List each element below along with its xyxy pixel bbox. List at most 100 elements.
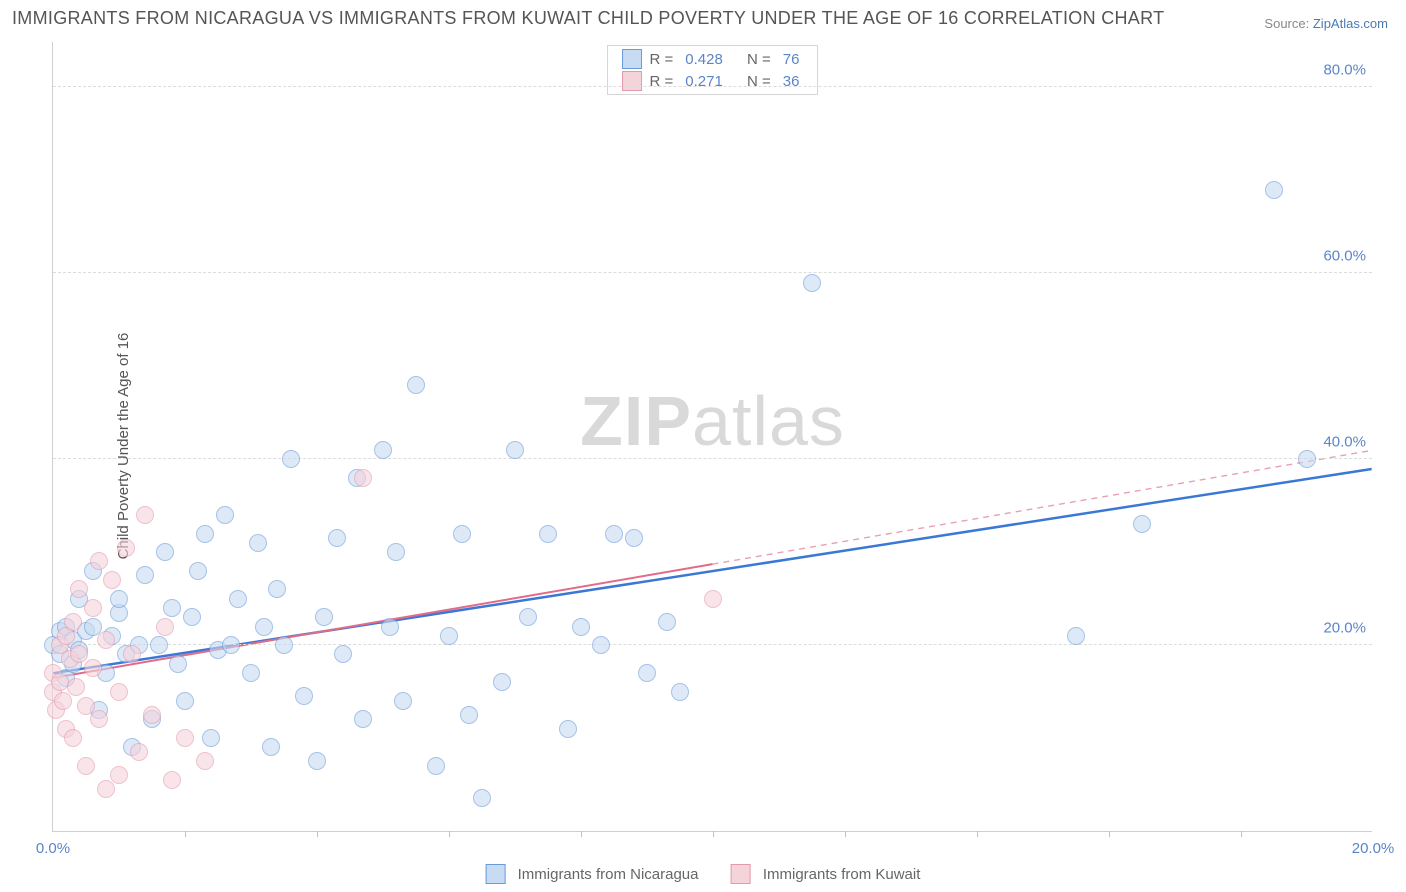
data-point-nicaragua <box>572 618 590 636</box>
x-tick-mark <box>713 831 714 837</box>
data-point-kuwait <box>110 683 128 701</box>
y-tick-label: 60.0% <box>1323 248 1366 265</box>
data-point-kuwait <box>84 599 102 617</box>
data-point-nicaragua <box>427 757 445 775</box>
data-point-nicaragua <box>216 506 234 524</box>
watermark: ZIPatlas <box>580 381 845 461</box>
data-point-nicaragua <box>196 525 214 543</box>
data-point-kuwait <box>54 692 72 710</box>
data-point-nicaragua <box>407 376 425 394</box>
data-point-kuwait <box>90 710 108 728</box>
data-point-nicaragua <box>163 599 181 617</box>
source-link[interactable]: ZipAtlas.com <box>1313 16 1388 31</box>
r-label: R = <box>650 51 674 68</box>
data-point-nicaragua <box>229 590 247 608</box>
swatch-nicaragua-icon <box>486 864 506 884</box>
data-point-nicaragua <box>381 618 399 636</box>
data-point-kuwait <box>70 580 88 598</box>
data-point-nicaragua <box>222 636 240 654</box>
data-point-nicaragua <box>559 720 577 738</box>
data-point-kuwait <box>51 673 69 691</box>
data-point-nicaragua <box>255 618 273 636</box>
data-point-kuwait <box>84 659 102 677</box>
data-point-kuwait <box>110 766 128 784</box>
data-point-nicaragua <box>354 710 372 728</box>
data-point-kuwait <box>143 706 161 724</box>
data-point-nicaragua <box>308 752 326 770</box>
data-point-nicaragua <box>592 636 610 654</box>
source-attribution: Source: ZipAtlas.com <box>1264 16 1388 31</box>
data-point-nicaragua <box>638 664 656 682</box>
y-tick-label: 40.0% <box>1323 434 1366 451</box>
data-point-nicaragua <box>387 543 405 561</box>
data-point-nicaragua <box>202 729 220 747</box>
data-point-kuwait <box>64 613 82 631</box>
data-point-nicaragua <box>150 636 168 654</box>
data-point-nicaragua <box>268 580 286 598</box>
data-point-kuwait <box>117 539 135 557</box>
data-point-kuwait <box>704 590 722 608</box>
y-tick-label: 20.0% <box>1323 620 1366 637</box>
data-point-nicaragua <box>183 608 201 626</box>
data-point-kuwait <box>123 645 141 663</box>
data-point-kuwait <box>103 571 121 589</box>
data-point-kuwait <box>156 618 174 636</box>
data-point-nicaragua <box>249 534 267 552</box>
data-point-kuwait <box>97 780 115 798</box>
data-point-nicaragua <box>453 525 471 543</box>
watermark-rest: atlas <box>692 382 845 460</box>
data-point-nicaragua <box>440 627 458 645</box>
data-point-nicaragua <box>1133 515 1151 533</box>
data-point-nicaragua <box>328 529 346 547</box>
data-point-nicaragua <box>394 692 412 710</box>
x-tick-mark <box>317 831 318 837</box>
data-point-kuwait <box>77 757 95 775</box>
data-point-nicaragua <box>625 529 643 547</box>
x-tick-mark <box>449 831 450 837</box>
data-point-nicaragua <box>658 613 676 631</box>
data-point-kuwait <box>136 506 154 524</box>
data-point-nicaragua <box>506 441 524 459</box>
data-point-nicaragua <box>374 441 392 459</box>
legend-label-kuwait: Immigrants from Kuwait <box>763 866 921 883</box>
data-point-nicaragua <box>136 566 154 584</box>
x-tick-mark <box>1109 831 1110 837</box>
data-point-nicaragua <box>605 525 623 543</box>
gridline <box>53 86 1372 87</box>
watermark-bold: ZIP <box>580 382 692 460</box>
swatch-kuwait-icon <box>622 71 642 91</box>
data-point-kuwait <box>97 631 115 649</box>
data-point-nicaragua <box>671 683 689 701</box>
data-point-nicaragua <box>295 687 313 705</box>
data-point-nicaragua <box>473 789 491 807</box>
r-value-nicaragua: 0.428 <box>681 51 727 68</box>
data-point-nicaragua <box>460 706 478 724</box>
data-point-nicaragua <box>156 543 174 561</box>
data-point-nicaragua <box>1298 450 1316 468</box>
chart-title: IMMIGRANTS FROM NICARAGUA VS IMMIGRANTS … <box>12 8 1164 29</box>
scatter-plot: ZIPatlas R = 0.428 N = 76 R = 0.271 N = … <box>52 42 1372 832</box>
data-point-nicaragua <box>1067 627 1085 645</box>
legend-label-nicaragua: Immigrants from Nicaragua <box>518 866 699 883</box>
data-point-nicaragua <box>493 673 511 691</box>
data-point-nicaragua <box>519 608 537 626</box>
data-point-kuwait <box>90 552 108 570</box>
data-point-nicaragua <box>242 664 260 682</box>
data-point-kuwait <box>176 729 194 747</box>
data-point-kuwait <box>196 752 214 770</box>
data-point-kuwait <box>163 771 181 789</box>
data-point-nicaragua <box>169 655 187 673</box>
source-label: Source: <box>1264 16 1309 31</box>
x-tick-label: 20.0% <box>1352 840 1395 857</box>
data-point-nicaragua <box>315 608 333 626</box>
y-tick-label: 80.0% <box>1323 62 1366 79</box>
data-point-nicaragua <box>176 692 194 710</box>
x-tick-mark <box>1241 831 1242 837</box>
trend-line-dashed-kuwait <box>713 450 1372 564</box>
swatch-nicaragua-icon <box>622 49 642 69</box>
n-label: N = <box>747 51 771 68</box>
data-point-nicaragua <box>539 525 557 543</box>
x-tick-mark <box>581 831 582 837</box>
correlation-legend: R = 0.428 N = 76 R = 0.271 N = 36 <box>607 45 819 95</box>
gridline <box>53 644 1372 645</box>
